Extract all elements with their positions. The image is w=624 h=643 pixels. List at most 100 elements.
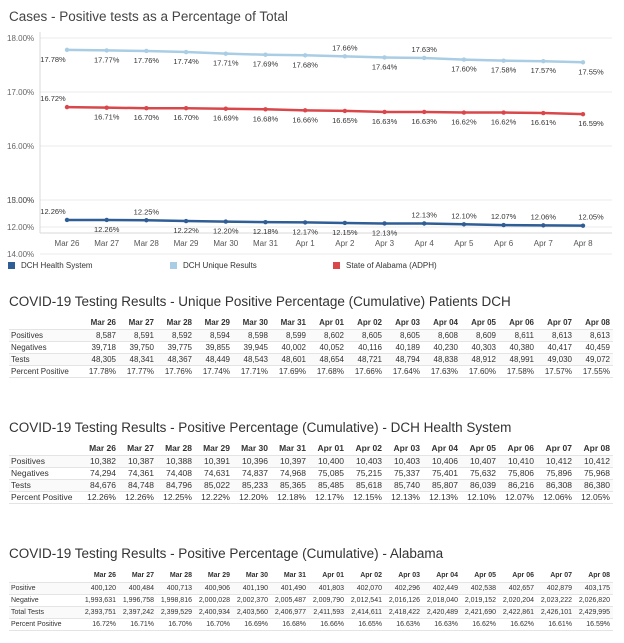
data-label: 17.74% bbox=[173, 57, 199, 66]
data-point bbox=[104, 105, 109, 110]
column-header: Apr 02 bbox=[357, 317, 382, 327]
x-tick-label: Mar 30 bbox=[213, 239, 238, 248]
table-cell: 402,538 bbox=[461, 581, 499, 594]
table-cell: 40,380 bbox=[499, 340, 537, 353]
column-header: Mar 31 bbox=[279, 443, 306, 454]
column-header: Apr 08 bbox=[585, 317, 610, 327]
table-cell: 17.63% bbox=[423, 364, 461, 378]
table-cell: 39,945 bbox=[233, 340, 271, 353]
legend-item-dch-unique-results: DCH Unique Results bbox=[170, 261, 257, 270]
table-cell: 74,361 bbox=[119, 466, 157, 479]
column-header: Apr 06 bbox=[512, 571, 534, 579]
table-cell: 2,420,489 bbox=[423, 605, 461, 618]
data-point bbox=[302, 108, 308, 113]
table-unique-dch: Mar 26 Mar 27 Mar 28 Mar 29 Mar 30 Mar 31 Apr … bbox=[9, 316, 613, 378]
table-row: Positives 8,587 8,591 8,592 8,594 8,598 8,599 8… bbox=[9, 328, 613, 341]
row-label: Total Tests bbox=[9, 605, 81, 618]
table-cell: 49,072 bbox=[575, 352, 613, 365]
column-header: Mar 30 bbox=[245, 571, 268, 579]
table-cell: 10,403 bbox=[347, 454, 385, 467]
row-label: Percent Positive bbox=[9, 364, 81, 378]
table-row: Tests 84,676 84,748 84,796 85,022 85,233 85,36… bbox=[9, 478, 613, 491]
data-point bbox=[382, 55, 387, 60]
table-cell: 12.15% bbox=[347, 490, 385, 504]
corner-header bbox=[9, 316, 81, 329]
table-cell: 12.17% bbox=[309, 490, 347, 504]
data-label: 16.70% bbox=[134, 113, 160, 122]
data-point bbox=[144, 218, 149, 223]
table-row: Positive 400,120 400,484 400,713 400,906 401,… bbox=[9, 581, 613, 594]
data-label: 12.20% bbox=[213, 227, 239, 236]
table-cell: 2,397,242 bbox=[119, 605, 157, 618]
table-row: Positives 10,382 10,387 10,388 10,391 10,396 1… bbox=[9, 454, 613, 467]
table-cell: 2,418,422 bbox=[385, 605, 423, 618]
column-header: Apr 03 bbox=[395, 317, 420, 327]
table-row: Negative 1,993,631 1,996,758 1,998,816 2,000… bbox=[9, 593, 613, 606]
table-cell: 8,602 bbox=[309, 328, 347, 341]
column-header: Mar 28 bbox=[165, 443, 192, 454]
x-tick-label: Apr 8 bbox=[573, 239, 593, 248]
table-cell: 16.63% bbox=[423, 617, 461, 631]
data-label: 16.59% bbox=[578, 119, 604, 128]
column-header: Apr 06 bbox=[509, 317, 534, 327]
corner-header bbox=[9, 569, 81, 582]
table-cell: 75,337 bbox=[385, 466, 423, 479]
table-cell: 10,391 bbox=[195, 454, 233, 467]
table-cell: 12.18% bbox=[271, 490, 309, 504]
data-label: 17.57% bbox=[531, 66, 557, 75]
column-header: Apr 07 bbox=[545, 443, 572, 454]
table-cell: 12.06% bbox=[537, 490, 575, 504]
column-header: Mar 30 bbox=[242, 317, 268, 327]
table-cell: 75,215 bbox=[347, 466, 385, 479]
table-cell: 2,422,861 bbox=[499, 605, 537, 618]
row-label: Percent Positive bbox=[9, 490, 81, 504]
table-cell: 8,605 bbox=[347, 328, 385, 341]
table-cell: 1,993,631 bbox=[81, 593, 119, 606]
column-header: Apr 03 bbox=[393, 443, 420, 454]
table-cell: 75,806 bbox=[499, 466, 537, 479]
table-cell: 74,408 bbox=[157, 466, 195, 479]
data-point bbox=[183, 106, 189, 111]
table-cell: 17.68% bbox=[309, 364, 347, 378]
data-point bbox=[501, 222, 506, 228]
table-cell: 10,396 bbox=[233, 454, 271, 467]
table-cell: 40,230 bbox=[423, 340, 461, 353]
column-header: Mar 28 bbox=[169, 571, 192, 579]
data-point bbox=[64, 104, 70, 110]
x-tick-label: Apr 3 bbox=[375, 239, 395, 248]
data-label: 17.63% bbox=[412, 45, 438, 54]
data-point bbox=[422, 55, 427, 61]
table-cell: 10,412 bbox=[575, 454, 613, 467]
table-cell: 40,189 bbox=[385, 340, 423, 353]
data-label: 17.68% bbox=[292, 60, 318, 69]
x-tick-label: Apr 4 bbox=[415, 239, 435, 248]
table-cell: 12.22% bbox=[195, 490, 233, 504]
table-cell: 39,718 bbox=[81, 340, 119, 353]
table-cell: 402,070 bbox=[347, 581, 385, 594]
data-point bbox=[263, 219, 268, 225]
table-row: Total Tests 2,393,751 2,397,242 2,399,529 2,… bbox=[9, 605, 613, 618]
table-cell: 85,807 bbox=[423, 478, 461, 491]
column-header: Mar 29 bbox=[203, 443, 230, 454]
table-cell: 85,233 bbox=[233, 478, 271, 491]
table-cell: 16.68% bbox=[271, 617, 309, 631]
column-header: Apr 02 bbox=[360, 571, 382, 579]
series-line bbox=[67, 218, 584, 227]
column-header: Mar 28 bbox=[166, 317, 192, 327]
table-cell: 400,120 bbox=[81, 581, 119, 594]
x-tick-label: Apr 2 bbox=[335, 239, 355, 248]
table-cell: 8,587 bbox=[81, 328, 119, 341]
table-cell: 10,410 bbox=[499, 454, 537, 467]
table-cell: 12.10% bbox=[461, 490, 499, 504]
table-cell: 75,896 bbox=[537, 466, 575, 479]
column-header: Apr 05 bbox=[469, 443, 496, 454]
data-point bbox=[302, 220, 308, 225]
data-point bbox=[580, 223, 586, 228]
y-tick-label: 12.00% bbox=[7, 223, 34, 232]
table-row: Tests 48,305 48,341 48,367 48,449 48,543 48,60… bbox=[9, 352, 613, 365]
data-label: 16.66% bbox=[292, 115, 318, 124]
table-cell: 16.66% bbox=[309, 617, 347, 631]
data-point bbox=[223, 106, 228, 111]
data-point bbox=[104, 48, 109, 53]
table-cell: 16.62% bbox=[499, 617, 537, 631]
